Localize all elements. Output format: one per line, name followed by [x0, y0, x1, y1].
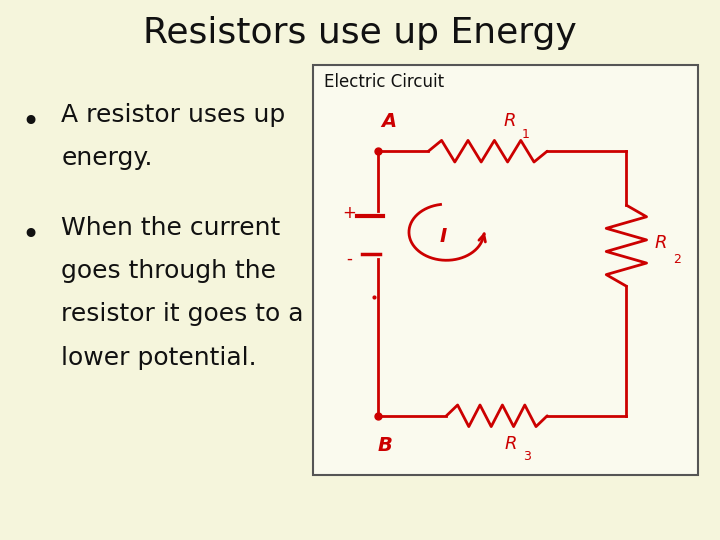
Text: A resistor uses up: A resistor uses up [61, 103, 285, 126]
Text: resistor it goes to a: resistor it goes to a [61, 302, 304, 326]
Text: When the current: When the current [61, 216, 281, 240]
Text: goes through the: goes through the [61, 259, 276, 283]
Text: 1: 1 [521, 129, 529, 141]
Text: I: I [439, 227, 446, 246]
FancyBboxPatch shape [313, 65, 698, 475]
Text: Resistors use up Energy: Resistors use up Energy [143, 16, 577, 50]
Text: •: • [22, 108, 40, 137]
Text: R: R [654, 234, 667, 252]
Text: energy.: energy. [61, 146, 153, 170]
Text: A: A [381, 112, 397, 131]
Text: +: + [343, 204, 356, 222]
Text: B: B [378, 436, 392, 455]
Text: 2: 2 [673, 253, 680, 266]
Text: R: R [503, 112, 516, 131]
Text: -: - [346, 250, 352, 268]
Text: Electric Circuit: Electric Circuit [324, 73, 444, 91]
Text: R: R [505, 435, 518, 453]
Text: 3: 3 [523, 450, 531, 463]
Text: lower potential.: lower potential. [61, 346, 257, 369]
Text: •: • [22, 221, 40, 251]
